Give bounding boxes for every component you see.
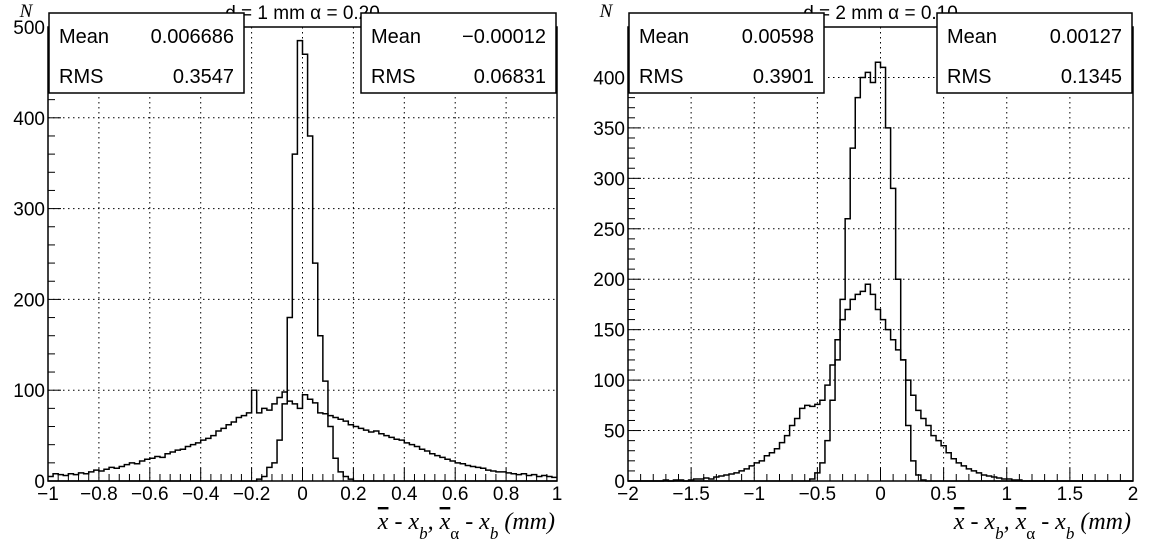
x-axis-label: x - xb, xα - xb (mm) <box>953 509 1131 543</box>
x-tick-label: 0.5 <box>930 484 956 505</box>
x-tick-label: 1.5 <box>1057 484 1083 505</box>
stats-rms-value: 0.1345 <box>1061 66 1122 88</box>
x-tick-label: −1 <box>37 484 59 505</box>
x-axis-label-part: , <box>428 509 440 535</box>
stats-mean-label: Mean <box>59 26 109 48</box>
y-tick-label: 50 <box>604 422 625 443</box>
x-axis-label-part: α <box>1026 524 1035 543</box>
y-tick-label: 200 <box>13 290 45 311</box>
x-tick-label: −0.4 <box>182 484 220 505</box>
stats-mean-value: 0.00127 <box>1050 26 1122 48</box>
y-tick-label: 0 <box>34 472 45 493</box>
y-tick-label: 100 <box>593 371 625 392</box>
stats-box-2: Mean 0.00127 RMS 0.1345 <box>936 12 1133 94</box>
x-axis-label-part: x <box>1015 509 1027 535</box>
stats-box-1: Mean 0.006686 RMS 0.3547 <box>48 12 245 94</box>
stats-rms-label: RMS <box>59 66 103 88</box>
y-tick-label: 300 <box>593 169 625 190</box>
y-tick-label: 300 <box>13 200 45 221</box>
stats-mean-label: Mean <box>639 26 689 48</box>
y-tick-label: 400 <box>593 68 625 89</box>
stats-rms-value: 0.3547 <box>173 66 234 88</box>
stats-box-frame <box>360 12 557 94</box>
x-axis-label-part: - x <box>1035 509 1066 535</box>
histogram-series-1 <box>48 389 557 479</box>
x-axis-label-part: - x <box>388 509 419 535</box>
stats-mean-value: −0.00012 <box>462 26 546 48</box>
y-tick-label: 0 <box>614 472 625 493</box>
x-axis-label-part: b <box>490 524 499 543</box>
x-axis-label-part: b <box>995 524 1004 543</box>
x-axis-label: x - xb, xα - xb (mm) <box>377 509 555 543</box>
stats-rms-label: RMS <box>639 66 683 88</box>
x-axis-label-part: (mm) <box>1074 509 1131 535</box>
stats-box-2: Mean −0.00012 RMS 0.06831 <box>360 12 557 94</box>
x-axis-label-part: x <box>377 509 389 535</box>
x-tick-label: 0.8 <box>493 484 519 505</box>
stats-rms-label: RMS <box>371 66 415 88</box>
x-tick-label: 1 <box>552 484 563 505</box>
x-tick-label: 0.4 <box>391 484 418 505</box>
x-axis-label-part: α <box>450 524 459 543</box>
y-tick-label: 350 <box>593 119 625 140</box>
y-tick-label: 500 <box>13 18 45 39</box>
histogram-series-2 <box>48 39 557 482</box>
x-axis-label-part: (mm) <box>498 509 555 535</box>
stats-rms-value: 0.06831 <box>474 66 546 88</box>
stats-mean-value: 0.00598 <box>742 26 814 48</box>
x-tick-label: −0.5 <box>799 484 837 505</box>
x-tick-label: 0 <box>875 484 886 505</box>
x-axis-label-part: , <box>1004 509 1016 535</box>
x-axis-label-part: b <box>419 524 428 543</box>
x-axis-label-part: x <box>439 509 451 535</box>
x-tick-label: 0 <box>297 484 308 505</box>
y-tick-label: 150 <box>593 321 625 342</box>
stats-mean-value: 0.006686 <box>151 26 234 48</box>
x-tick-label: 2 <box>1128 484 1139 505</box>
x-tick-label: 0.2 <box>340 484 366 505</box>
x-tick-label: −0.2 <box>233 484 271 505</box>
x-tick-label: −0.8 <box>80 484 118 505</box>
x-axis-label-part: b <box>1066 524 1075 543</box>
x-tick-label: 1 <box>1001 484 1012 505</box>
y-tick-label: 250 <box>593 220 625 241</box>
y-tick-label: 100 <box>13 381 45 402</box>
x-tick-label: −2 <box>617 484 639 505</box>
stats-mean-label: Mean <box>947 26 997 48</box>
y-axis-label: N <box>599 1 614 22</box>
x-axis-label-part: x <box>953 509 965 535</box>
stats-box-1: Mean 0.00598 RMS 0.3901 <box>628 12 825 94</box>
stats-box-frame <box>936 12 1133 94</box>
chart-title: d = 1 mm α = 0.20 <box>225 3 380 24</box>
stats-mean-label: Mean <box>371 26 421 48</box>
x-tick-label: −0.6 <box>131 484 169 505</box>
y-axis-label: N <box>19 1 34 22</box>
stats-rms-value: 0.3901 <box>753 66 814 88</box>
x-tick-label: 0.6 <box>442 484 468 505</box>
x-axis-label-part: - x <box>459 509 490 535</box>
chart-title: d = 2 mm α = 0.10 <box>803 3 958 24</box>
y-tick-label: 200 <box>593 270 625 291</box>
x-axis-label-part: - x <box>964 509 995 535</box>
x-tick-label: −1 <box>743 484 765 505</box>
x-tick-label: −1.5 <box>672 484 710 505</box>
y-tick-label: 400 <box>13 109 45 130</box>
right-panel: −2 −1.5 −1 −0.5 0 0.5 1 1.5 2 0 50 100 150 200 250 300 3… <box>593 1 1138 543</box>
histogram-series-1 <box>628 283 1133 482</box>
stats-rms-label: RMS <box>947 66 991 88</box>
stats-box-frame <box>48 12 245 94</box>
left-panel: −1 −0.8 −0.6 −0.4 −0.2 0 0.2 0.4 0.6 0.8 1 0 100 200 3… <box>13 1 562 543</box>
stats-box-frame <box>628 12 825 94</box>
